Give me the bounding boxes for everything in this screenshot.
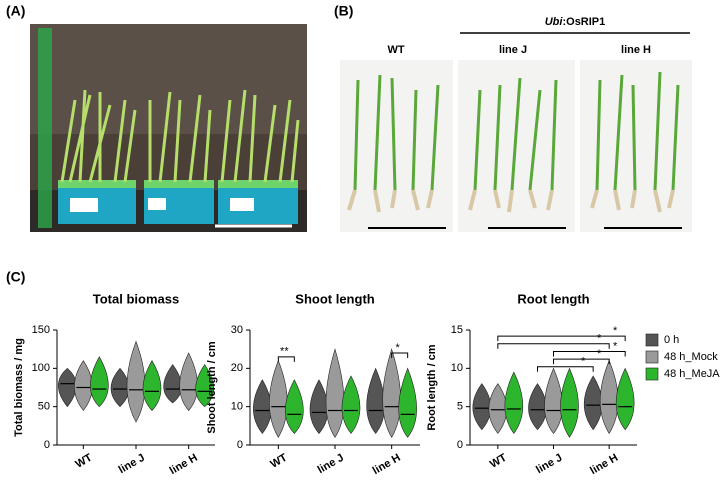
significance-bracket [553,350,626,357]
violin [615,367,635,431]
y-tick-label: 150 [32,324,50,336]
chart-title: Total biomass [93,291,179,306]
construct: :OsRIP1 [562,16,605,28]
violin [285,379,304,434]
photo-label: line H [621,44,651,56]
y-tick-label: 0 [457,439,463,451]
x-tick-label: line J [316,452,346,476]
violin [269,359,288,438]
x-tick-label: line J [534,452,564,476]
chart-title: Root length [517,291,589,306]
photo-label: Ubi:OsRIP1 [545,16,606,28]
photo-label: line J [499,44,527,56]
x-tick-label: line H [588,452,620,477]
y-axis-label: Root length / cm [426,344,438,430]
violin [309,379,329,434]
chart-title: Shoot length [295,291,374,306]
significance-bracket [391,352,409,358]
photo-label: WT [387,44,404,56]
violin [398,367,417,438]
significance: * [597,348,602,360]
significance: * [581,356,586,368]
x-tick-label: WT [73,452,94,471]
violin [472,383,492,431]
violin [366,367,385,434]
significance-bracket [537,366,594,372]
violin [253,379,272,434]
y-tick-label: 30 [231,324,243,336]
violin [163,363,182,404]
y-tick-label: 0 [237,439,243,451]
violin [560,367,579,438]
y-tick-label: 0 [44,439,50,451]
violin [544,367,563,434]
legend-swatch [645,350,659,364]
legend-swatch [645,367,659,381]
panel-label: (C) [6,269,25,285]
violin [58,367,77,408]
y-tick-label: 15 [451,324,463,336]
significance: * [597,333,602,345]
violin [488,383,508,434]
y-tick-label: 100 [32,362,50,374]
violin [90,356,109,408]
y-tick-label: 10 [451,362,463,374]
violin [341,375,361,434]
photo-b [340,32,692,232]
violin [126,340,146,423]
panel-label: (A) [6,3,25,19]
violin [528,383,547,431]
y-tick-label: 5 [457,401,463,413]
significance-bracket [497,335,626,342]
significance: * [396,342,401,354]
legend-label: 48 h_MeJA [664,368,720,380]
y-tick-label: 50 [38,401,50,413]
significance-bracket [277,356,295,362]
violin [110,367,130,408]
significance: ** [280,346,289,358]
significance: * [613,325,618,337]
violin [504,371,524,435]
significance-bracket [553,358,610,365]
y-axis-label: Total biomass / mg [13,338,25,437]
panel-label: (B) [334,3,353,19]
x-tick-label: line H [371,452,403,477]
x-tick-label: WT [488,452,509,471]
legend-label: 0 h [664,334,679,346]
significance: * [613,340,618,352]
photo-a [30,24,307,232]
significance-bracket [497,343,610,349]
violin [142,360,162,411]
violin [74,360,93,411]
y-axis-label: Shoot length / cm [206,341,218,433]
violin [583,375,603,431]
violin [599,359,619,435]
y-tick-label: 10 [231,401,243,413]
y-tick-label: 20 [231,362,243,374]
violin [325,348,345,438]
legend-swatch [645,333,659,347]
x-tick-label: line H [168,452,200,477]
x-tick-label: WT [268,452,289,471]
x-tick-label: line J [117,452,147,476]
legend-label: 48 h_Mock [664,351,718,363]
violin [195,363,214,408]
violin [179,352,198,411]
construct-italic: Ubi [545,16,564,28]
violin [382,348,401,438]
